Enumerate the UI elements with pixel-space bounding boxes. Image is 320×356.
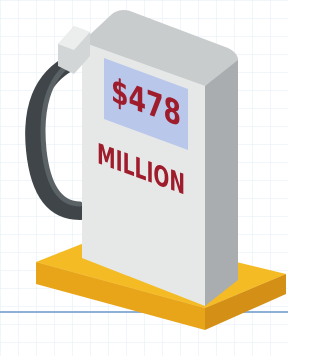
illustration: $478 MILLION (0, 0, 288, 356)
page: $478 MILLION (() => { const data = JSON.… (0, 0, 288, 356)
pump-side (205, 58, 238, 306)
